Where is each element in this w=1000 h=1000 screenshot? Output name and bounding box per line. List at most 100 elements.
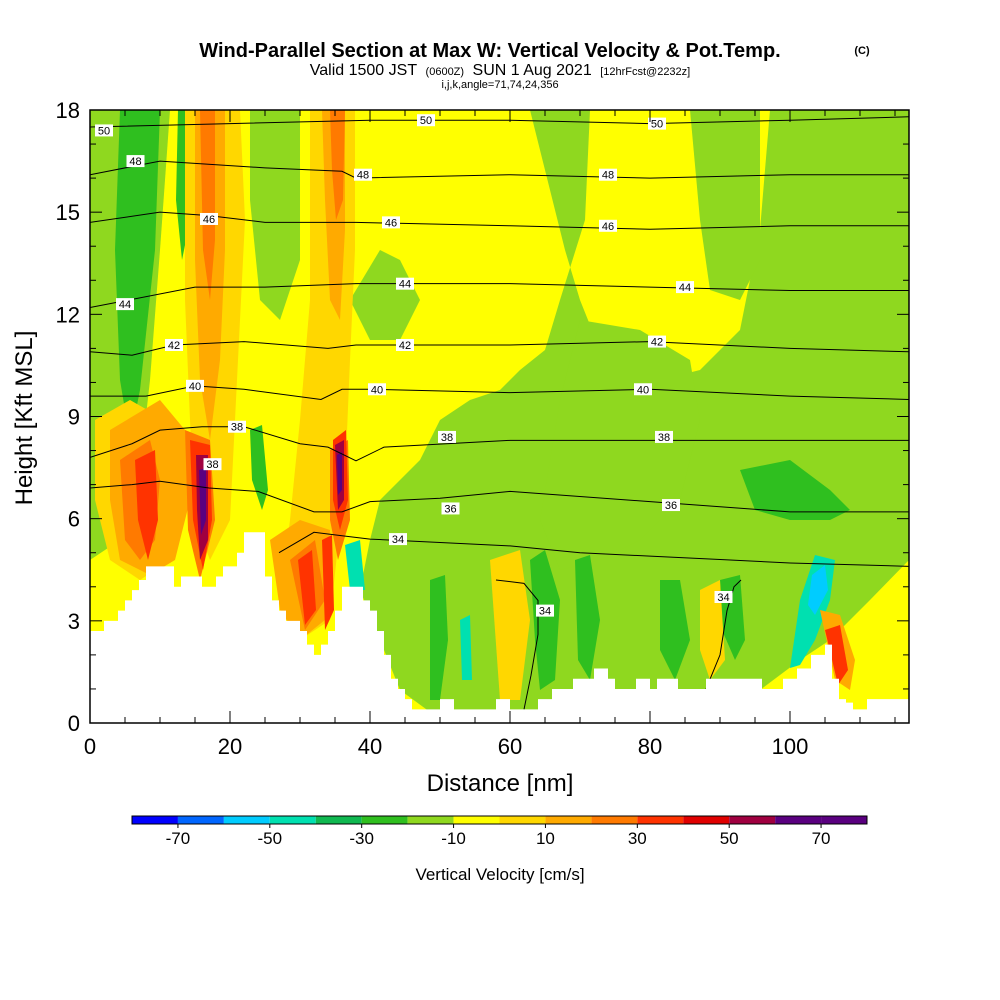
field-region-strong-descent [740,460,850,520]
theta-label-box [368,383,386,396]
theta-label-box [95,124,113,137]
chart-title: Wind-Parallel Section at Max W: Vertical… [199,40,780,62]
theta-label: 42 [168,340,180,352]
chart-subtitle: Valid 1500 JST (0600Z) SUN 1 Aug 2021 [1… [310,62,690,79]
field-region-updraft-core [199,468,206,535]
y-tick-label: 12 [56,302,80,327]
colorbar-swatch [132,816,178,824]
theta-label-box [354,168,372,181]
field-region-downdraft [345,540,365,590]
y-tick-label: 3 [68,609,80,634]
theta-label-box [676,281,694,294]
colorbar [131,815,868,825]
theta-label-box [228,420,246,433]
theta-label: 34 [539,606,551,618]
theta-label: 36 [665,500,677,512]
field-region-descent [350,250,420,340]
field-region-updraft-weak [490,550,530,700]
x-tick-label: 60 [498,734,522,759]
theta-label: 40 [189,381,201,393]
theta-label-box [655,430,673,443]
x-tick-label: 80 [638,734,662,759]
x-axis-label: Distance [nm] [427,770,574,797]
theta-label-box [662,499,680,512]
colorbar-swatch [315,816,362,824]
grid-indices: i,j,k,angle=71,74,24,356 [441,79,558,91]
colorbar-tick-label: -30 [349,829,374,848]
valid-date: SUN 1 Aug 2021 [473,62,592,79]
colorbar-swatch [407,816,454,824]
theta-label-box [200,212,218,225]
field-region-strong-descent [115,110,160,440]
theta-contour-line [90,211,909,230]
theta-label-box [536,604,554,617]
theta-label-box [186,379,204,392]
theta-label: 44 [119,299,131,311]
theta-label-box [396,338,414,351]
theta-label-box [382,216,400,229]
theta-contour-line [705,579,742,690]
theta-contour-line [90,480,909,513]
theta-label: 50 [98,125,110,137]
colorbar-swatch [361,816,408,824]
terrain [90,532,909,723]
theta-label-box [116,298,134,311]
y-tick-label: 0 [68,711,80,736]
theta-label-box [599,168,617,181]
copyright-mark: (C) [854,45,870,57]
theta-label-box [417,114,435,127]
axis-ticks [89,109,909,724]
theta-label: 46 [385,217,397,229]
colorbar-tick-label: 50 [720,829,739,848]
field-region-updraft-intense [298,550,316,625]
colorbar-tick-label: 70 [812,829,831,848]
theta-contour-line [278,531,909,567]
field-region-strong-descent [430,575,448,700]
theta-label: 44 [399,279,411,291]
theta-label-box [441,502,460,515]
theta-label-box [634,383,652,396]
theta-label: 38 [441,432,453,444]
field-region-strong-descent [250,425,268,510]
colorbar-tick-label: -50 [258,829,283,848]
theta-label: 48 [129,156,141,168]
colorbar-swatch [775,816,822,824]
x-tick-labels: 0 20 40 60 80 100 [84,734,808,759]
plot-area: 50 50 50 48 48 48 46 46 46 44 44 44 42 42 42 40 40 40 38 38… [90,110,909,723]
field-region-updraft-strong [330,110,345,220]
field-region-descent [540,320,700,570]
theta-label: 34 [717,592,729,604]
field-region-updraft-intense [825,625,848,685]
theta-label: 48 [357,170,369,182]
field-region-updraft-intense [135,450,158,560]
valid-time: Valid 1500 JST [310,62,418,79]
colorbar-tick-label: 10 [536,829,555,848]
theta-label: 40 [637,384,649,396]
theta-contour-line [90,341,909,356]
theta-contour-line [90,385,909,400]
field-region-descent [690,110,760,300]
theta-label-box [714,590,733,603]
colorbar-swatch [637,816,684,824]
y-axis-label: Height [Kft MSL] [11,331,38,506]
colorbar-swatch [545,816,592,824]
field-region-updraft-weak [700,580,725,680]
y-tick-labels: 0 3 6 9 12 15 18 [56,98,80,736]
colorbar-tick-label: -70 [166,829,191,848]
colorbar-swatch [453,816,500,824]
colorbar-swatch [177,816,224,824]
theta-label: 38 [658,432,670,444]
field-region-updraft-intense [322,535,334,630]
theta-contour-line [495,579,539,710]
colorbar-swatch [821,816,867,824]
theta-label: 46 [203,214,215,226]
theta-label: 40 [371,384,383,396]
field-region-downdraft-core [808,565,828,615]
theta-label-box [396,277,414,290]
theta-label-box [389,533,407,546]
theta-contour-line [90,426,909,462]
colorbar-swatch [729,816,776,824]
colorbar-title: Vertical Velocity [cm/s] [415,865,584,884]
y-tick-label: 18 [56,98,80,123]
